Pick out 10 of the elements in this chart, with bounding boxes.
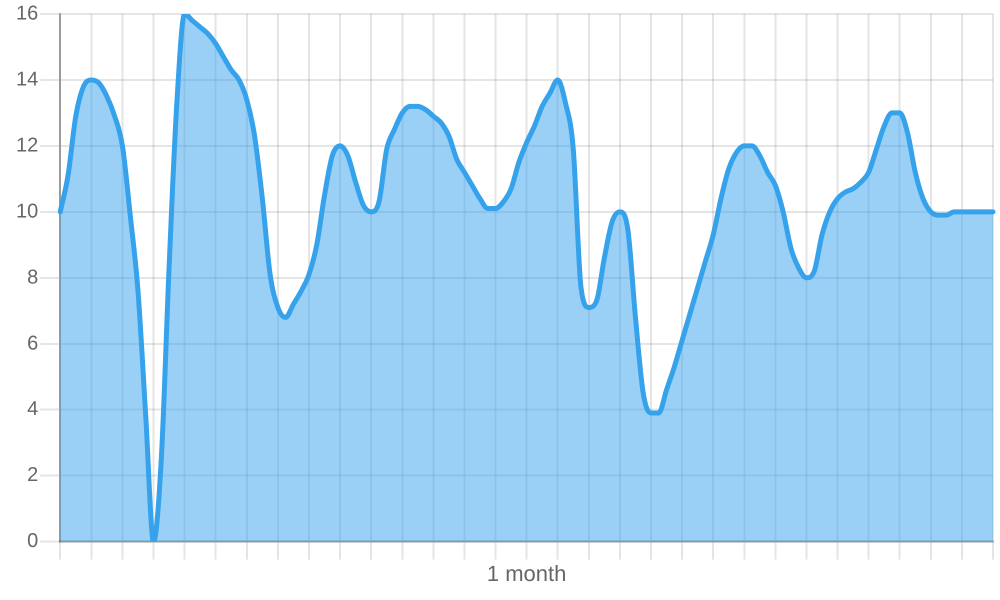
y-tick-label: 14 (16, 68, 38, 90)
y-tick-label: 6 (27, 332, 38, 354)
x-axis-title: 1 month (486, 560, 566, 586)
y-tick-label: 16 (16, 2, 38, 25)
y-tick-label: 10 (16, 200, 38, 222)
y-tick-label: 8 (27, 266, 38, 288)
y-tick-label: 4 (27, 398, 38, 420)
y-tick-label: 2 (27, 464, 38, 486)
y-tick-label: 0 (27, 530, 38, 552)
y-tick-label: 12 (16, 134, 38, 156)
